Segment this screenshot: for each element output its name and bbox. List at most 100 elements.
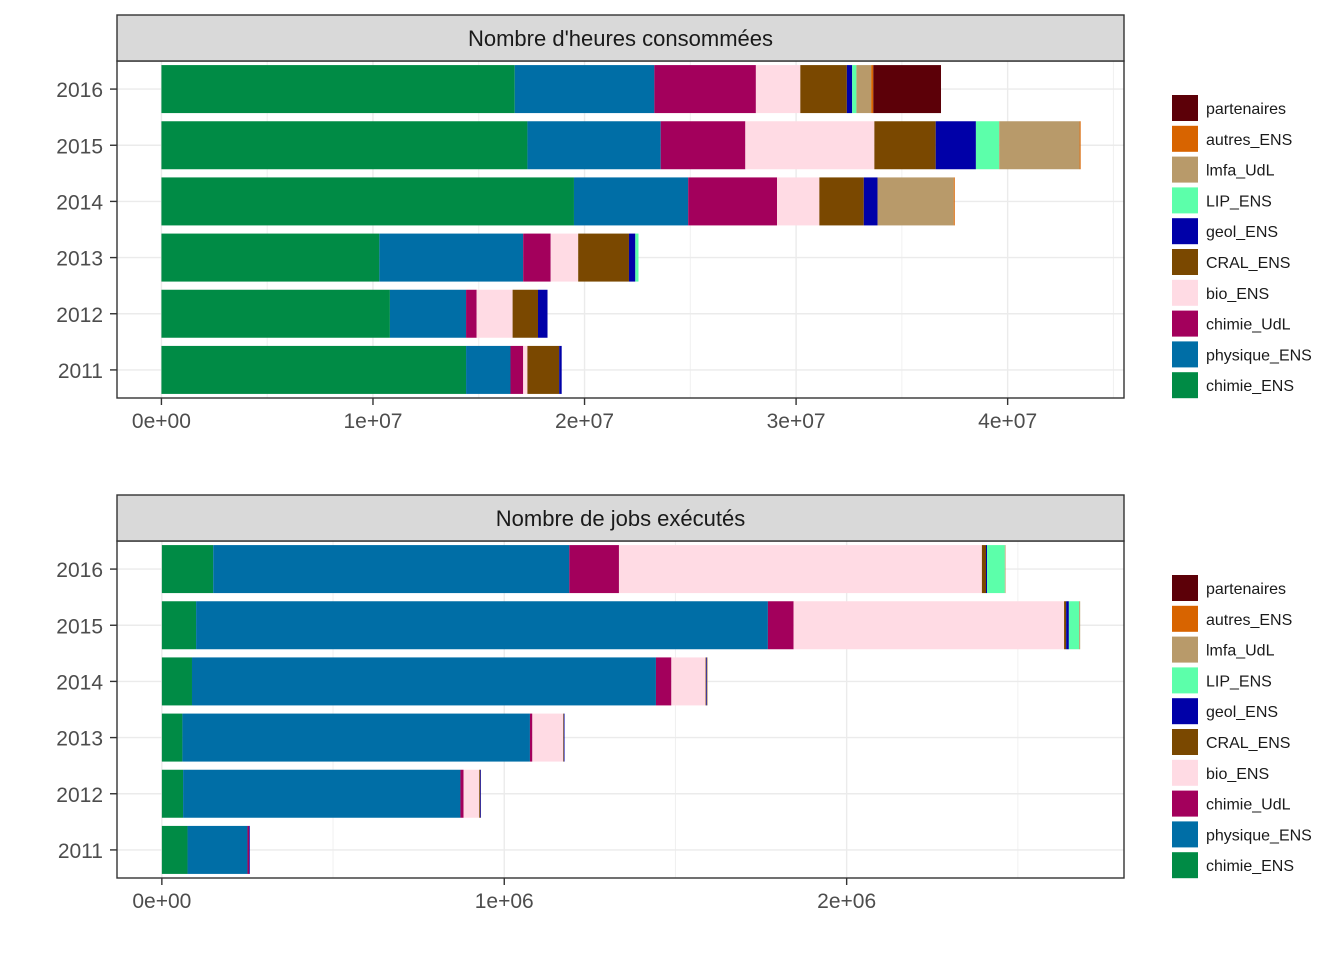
bar-bio_ENS-2011 [523,345,528,394]
legend-label-autres_ENS: autres_ENS [1206,132,1292,149]
bar-chimie_ENS-2016 [161,65,515,114]
legend-key-LIP_ENS [1172,667,1198,694]
bar-chimie_ENS-2015 [161,601,197,650]
legend-key-partenaires [1172,575,1198,601]
bar-physique_ENS-2014 [191,657,656,706]
bar-LIP_ENS-2015 [975,121,1000,170]
bar-lmfa_UdL-2016 [1004,545,1006,594]
legend-key-bio_ENS [1172,759,1198,786]
bar-chimie_ENS-2013 [161,233,380,282]
legend-key-chimie_ENS [1172,852,1198,879]
y-tick-label: 2013 [56,248,103,271]
bar-LIP_ENS-2016 [852,65,857,114]
legend-label-geol_ENS: geol_ENS [1206,224,1278,241]
x-tick-label: 4e+07 [978,410,1037,433]
bar-CRAL_ENS-2015 [874,121,936,170]
legend-label-autres_ENS: autres_ENS [1206,612,1292,629]
bar-physique_ENS-2013 [379,233,524,282]
legend-key-autres_ENS [1172,125,1198,152]
bar-bio_ENS-2012 [476,289,513,338]
bar-CRAL_ENS-2015 [1064,601,1067,650]
bar-bio_ENS-2015 [745,121,875,170]
bar-physique_ENS-2016 [213,545,570,594]
bar-geol_ENS-2013 [628,233,636,282]
facet-title: Nombre de jobs exécutés [496,506,745,531]
bar-chimie_UdL-2013 [529,713,533,762]
bar-bio_ENS-2012 [463,769,480,818]
bar-bio_ENS-2014 [671,657,706,706]
bar-bio_ENS-2014 [777,177,820,226]
bar-LIP_ENS-2016 [987,545,1005,594]
bar-bio_ENS-2013 [550,233,579,282]
legend-label-CRAL_ENS: CRAL_ENS [1206,735,1290,752]
legend-key-chimie_UdL [1172,310,1198,337]
legend-key-chimie_ENS [1172,372,1198,399]
bar-lmfa_UdL-2015 [1079,601,1081,650]
x-tick-label: 1e+06 [475,890,534,913]
legend-label-lmfa_UdL: lmfa_UdL [1206,163,1275,180]
y-tick-label: 2016 [56,79,103,102]
y-tick-label: 2012 [56,304,103,327]
legend-label-physique_ENS: physique_ENS [1206,827,1312,844]
bar-physique_ENS-2014 [573,177,689,226]
legend-key-chimie_UdL [1172,790,1198,817]
bar-geol_ENS-2014 [706,657,707,706]
bar-chimie_UdL-2012 [466,289,477,338]
bar-chimie_ENS-2015 [161,121,528,170]
legend-key-LIP_ENS [1172,187,1198,214]
bar-autres_ENS-2016 [871,65,874,114]
legend-label-CRAL_ENS: CRAL_ENS [1206,255,1290,272]
x-tick-label: 2e+07 [555,410,614,433]
bar-CRAL_ENS-2014 [819,177,864,226]
bar-chimie_UdL-2014 [655,657,672,706]
bar-CRAL_ENS-2013 [578,233,629,282]
bar-lmfa_UdL-2014 [877,177,954,226]
bar-chimie_ENS-2014 [161,657,192,706]
legend-label-partenaires: partenaires [1206,101,1286,118]
bar-lmfa_UdL-2015 [999,121,1080,170]
bar-physique_ENS-2016 [514,65,655,114]
legend-label-bio_ENS: bio_ENS [1206,766,1269,783]
legend: partenaires autres_ENS lmfa_UdL LIP_ENSgeol… [1172,95,1312,399]
legend-key-physique_ENS [1172,341,1198,368]
bar-lmfa_UdL-2014 [706,657,708,706]
bar-CRAL_ENS-2011 [527,345,560,394]
x-tick-label: 2e+06 [817,890,876,913]
bar-bio_ENS-2016 [618,545,982,594]
legend-label-chimie_UdL: chimie_UdL [1206,797,1291,814]
bar-geol_ENS-2012 [537,289,548,338]
bar-chimie_ENS-2014 [161,177,574,226]
bar-chimie_UdL-2016 [654,65,756,114]
bar-autres_ENS-2015 [1079,121,1081,170]
legend-label-LIP_ENS: LIP_ENS [1206,673,1272,690]
bar-geol_ENS-2016 [986,545,988,594]
y-tick-label: 2014 [56,671,103,694]
bar-physique_ENS-2015 [196,601,768,650]
y-tick-label: 2011 [58,360,103,383]
y-tick-label: 2016 [56,559,103,582]
legend-label-bio_ENS: bio_ENS [1206,286,1269,303]
legend-label-chimie_ENS: chimie_ENS [1206,858,1294,875]
bar-chimie_UdL-2011 [247,825,250,874]
bar-chimie_UdL-2016 [569,545,619,594]
facet-strip [116,14,1125,62]
bar-physique_ENS-2011 [466,345,511,394]
bar-chimie_UdL-2015 [767,601,794,650]
bar-geol_ENS-2012 [480,769,481,818]
x-tick-label: 3e+07 [767,410,826,433]
legend-key-geol_ENS [1172,218,1198,245]
bar-physique_ENS-2015 [527,121,661,170]
bar-CRAL_ENS-2016 [981,545,987,594]
legend-key-lmfa_UdL [1172,636,1198,663]
bar-geol_ENS-2015 [1066,601,1069,650]
bar-geol_ENS-2016 [846,65,853,114]
y-tick-label: 2011 [58,840,103,863]
legend-label-geol_ENS: geol_ENS [1206,704,1278,721]
legend-key-autres_ENS [1172,605,1198,632]
bar-chimie_ENS-2011 [161,345,467,394]
legend-label-chimie_UdL: chimie_UdL [1206,317,1291,334]
panel-background [117,541,1124,878]
x-tick-label: 0e+00 [132,890,191,913]
bar-chimie_UdL-2011 [510,345,524,394]
